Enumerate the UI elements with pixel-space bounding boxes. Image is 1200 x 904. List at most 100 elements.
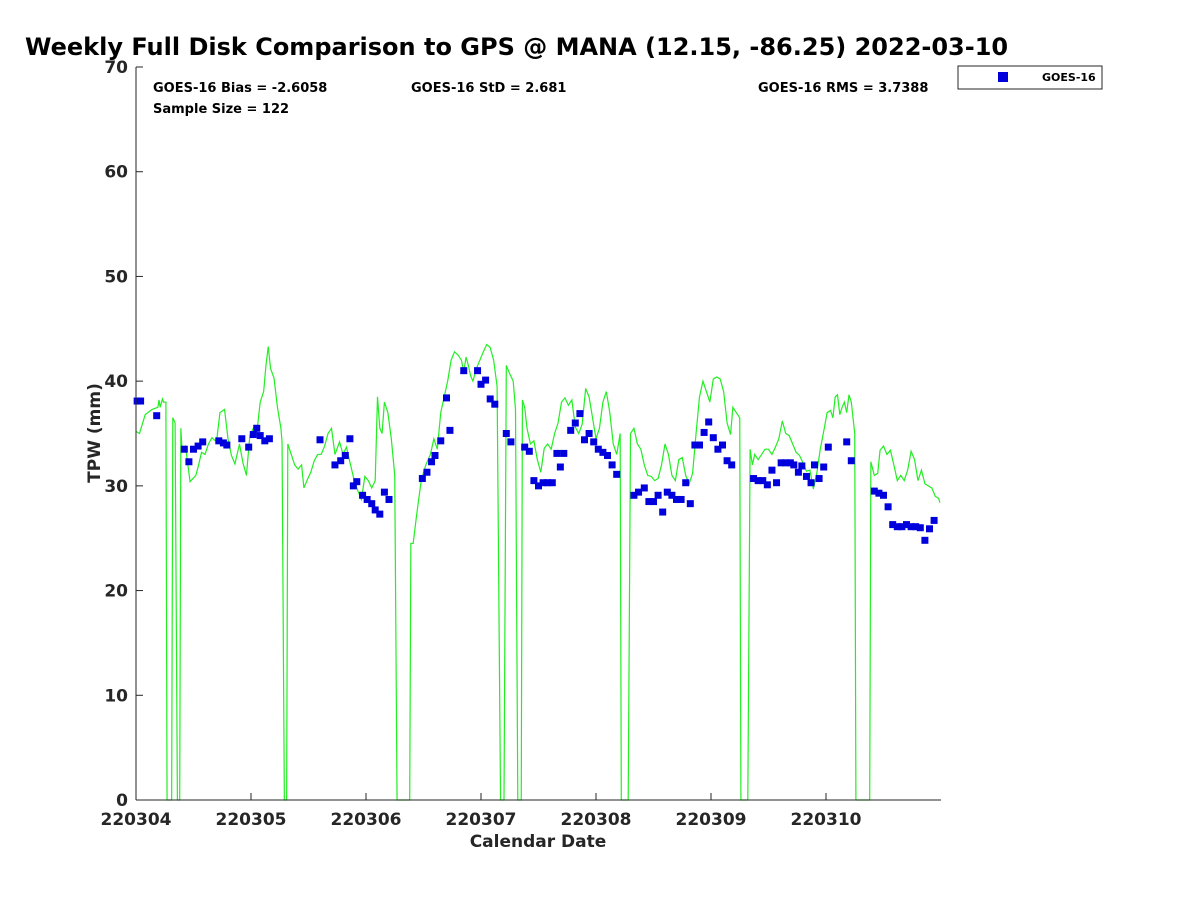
goes16-data-point bbox=[673, 495, 680, 503]
goes16-data-point bbox=[763, 481, 771, 489]
goes16-data-point bbox=[238, 435, 246, 443]
goes16-data-point bbox=[843, 438, 851, 446]
goes16-data-point bbox=[446, 426, 454, 434]
goes16-data-point bbox=[548, 479, 556, 487]
goes16-data-point bbox=[754, 477, 762, 485]
goes16-data-point bbox=[798, 462, 806, 470]
goes16-data-point bbox=[790, 461, 798, 469]
x-axis-label: Calendar Date bbox=[470, 832, 607, 852]
goes16-data-point bbox=[544, 479, 552, 487]
goes16-data-point bbox=[460, 367, 468, 375]
gps-series-layer bbox=[135, 343, 941, 801]
goes16-data-point bbox=[502, 430, 510, 437]
goes16-data-point bbox=[190, 445, 197, 453]
goes16-data-point bbox=[912, 523, 920, 531]
y-tick-label: 0 bbox=[116, 791, 128, 811]
goes16-data-point bbox=[337, 457, 345, 465]
goes16-data-point bbox=[223, 441, 231, 449]
goes16-data-point bbox=[346, 435, 354, 443]
goes16-data-point bbox=[654, 491, 662, 499]
goes16-data-point bbox=[750, 475, 758, 483]
x-tick-label: 220310 bbox=[791, 810, 862, 830]
goes16-data-point bbox=[341, 451, 349, 459]
goes16-data-point bbox=[521, 443, 529, 451]
goes16-data-point bbox=[180, 445, 188, 453]
goes16-data-point bbox=[921, 536, 929, 544]
goes16-data-point bbox=[253, 424, 261, 432]
x-tick-label: 220304 bbox=[101, 810, 172, 830]
stats-annotations: GOES-16 Bias = -2.6058 GOES-16 StD = 2.6… bbox=[153, 81, 928, 117]
bias-annotation: GOES-16 Bias = -2.6058 bbox=[153, 81, 327, 96]
goes16-data-point bbox=[719, 441, 726, 449]
legend-marker-goes16 bbox=[998, 72, 1008, 82]
goes16-data-point bbox=[368, 500, 376, 508]
goes16-data-point bbox=[903, 521, 910, 529]
plot-background bbox=[136, 67, 941, 800]
goes16-data-point bbox=[486, 395, 494, 403]
goes16-data-point bbox=[437, 437, 445, 445]
goes16-data-point bbox=[556, 463, 564, 471]
goes16-data-point bbox=[824, 443, 832, 451]
goes16-data-point bbox=[428, 458, 436, 466]
goes16-data-point bbox=[477, 380, 485, 388]
goes16-data-point bbox=[418, 475, 426, 483]
goes16-data-point bbox=[608, 461, 616, 469]
goes16-data-point bbox=[215, 437, 223, 445]
goes16-data-point bbox=[194, 442, 202, 450]
goes16-data-point bbox=[371, 506, 379, 514]
goes16-data-point bbox=[691, 441, 699, 449]
goes16-data-point bbox=[696, 441, 703, 449]
goes16-data-point bbox=[316, 436, 324, 444]
goes16-data-point bbox=[635, 488, 643, 496]
legend-box bbox=[957, 65, 1103, 90]
goes16-data-point bbox=[491, 400, 499, 408]
goes16-data-point bbox=[474, 367, 482, 375]
goes16-data-point bbox=[599, 448, 607, 456]
goes16-data-point bbox=[773, 479, 781, 487]
goes16-data-point bbox=[926, 525, 933, 533]
goes16-data-point bbox=[759, 477, 767, 485]
goes16-data-point bbox=[802, 472, 810, 480]
goes16-data-point bbox=[889, 521, 897, 529]
rms-annotation: GOES-16 RMS = 3.7388 bbox=[758, 81, 928, 96]
goes16-data-point bbox=[423, 468, 431, 476]
goes16-data-point bbox=[245, 443, 253, 451]
goes16-data-point bbox=[640, 484, 648, 492]
x-tick-label: 220305 bbox=[216, 810, 287, 830]
goes16-data-point bbox=[385, 495, 393, 503]
goes16-data-point bbox=[553, 449, 561, 457]
x-axis-ticks: 220304 220305 220306 220307 220308 220309 2203… bbox=[101, 793, 862, 830]
y-tick-label: 60 bbox=[104, 163, 128, 183]
goes16-data-point bbox=[630, 491, 638, 499]
goes16-data-point bbox=[349, 482, 357, 490]
goes16-data-point bbox=[714, 445, 722, 453]
goes16-data-point bbox=[820, 463, 828, 471]
goes16-data-point bbox=[249, 431, 257, 439]
goes16-data-point bbox=[709, 434, 717, 442]
goes16-data-point bbox=[884, 503, 892, 511]
goes16-data-point bbox=[907, 523, 915, 531]
y-axis-label: TPW (mm) bbox=[85, 383, 105, 483]
goes16-data-point bbox=[256, 432, 264, 440]
goes16-data-point bbox=[880, 491, 887, 499]
y-tick-label: 40 bbox=[104, 372, 128, 392]
goes16-data-point bbox=[431, 451, 439, 459]
goes16-data-point bbox=[376, 510, 384, 518]
goes16-data-point bbox=[363, 495, 371, 503]
goes16-data-point bbox=[682, 479, 690, 487]
goes16-series-layer bbox=[133, 367, 938, 544]
goes16-data-point bbox=[777, 459, 785, 467]
goes16-data-point bbox=[594, 445, 602, 453]
goes16-data-point bbox=[359, 491, 367, 499]
goes16-data-point bbox=[811, 461, 818, 469]
goes16-data-point bbox=[668, 491, 676, 499]
goes16-data-point bbox=[782, 459, 790, 467]
goes16-data-point bbox=[645, 498, 653, 506]
goes16-data-point bbox=[700, 428, 708, 436]
goes16-data-point bbox=[847, 457, 855, 465]
sample-size-annotation: Sample Size = 122 bbox=[153, 102, 289, 117]
goes16-data-point bbox=[585, 430, 593, 437]
goes16-data-point bbox=[723, 457, 731, 465]
y-tick-label: 10 bbox=[104, 686, 128, 706]
x-tick-label: 220308 bbox=[561, 810, 632, 830]
